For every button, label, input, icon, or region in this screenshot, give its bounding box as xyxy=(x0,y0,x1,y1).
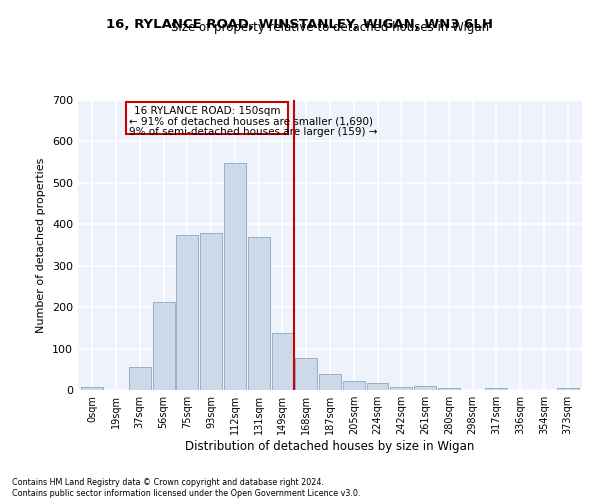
X-axis label: Distribution of detached houses by size in Wigan: Distribution of detached houses by size … xyxy=(185,440,475,453)
Text: 16 RYLANCE ROAD: 150sqm: 16 RYLANCE ROAD: 150sqm xyxy=(134,106,280,116)
Bar xyxy=(200,234,222,390)
Text: 16, RYLANCE ROAD, WINSTANLEY, WIGAN, WN3 6LH: 16, RYLANCE ROAD, WINSTANLEY, WIGAN, WN3… xyxy=(107,18,493,30)
Title: Size of property relative to detached houses in Wigan: Size of property relative to detached ho… xyxy=(171,20,489,34)
Text: Contains HM Land Registry data © Crown copyright and database right 2024.
Contai: Contains HM Land Registry data © Crown c… xyxy=(12,478,361,498)
Bar xyxy=(272,333,293,390)
Bar xyxy=(248,236,269,390)
Bar xyxy=(152,302,175,390)
Bar xyxy=(176,234,198,390)
Y-axis label: Number of detached properties: Number of detached properties xyxy=(37,158,46,332)
Bar xyxy=(343,381,365,390)
Bar xyxy=(485,388,508,390)
Bar xyxy=(367,383,388,390)
FancyBboxPatch shape xyxy=(125,102,289,134)
Bar xyxy=(414,386,436,390)
Bar xyxy=(557,388,578,390)
Bar xyxy=(82,387,103,390)
Bar xyxy=(319,374,341,390)
Bar xyxy=(129,367,151,390)
Bar xyxy=(391,386,412,390)
Bar xyxy=(295,358,317,390)
Bar xyxy=(438,388,460,390)
Bar xyxy=(224,164,246,390)
Text: 9% of semi-detached houses are larger (159) →: 9% of semi-detached houses are larger (1… xyxy=(129,126,377,136)
Text: ← 91% of detached houses are smaller (1,690): ← 91% of detached houses are smaller (1,… xyxy=(129,116,373,126)
